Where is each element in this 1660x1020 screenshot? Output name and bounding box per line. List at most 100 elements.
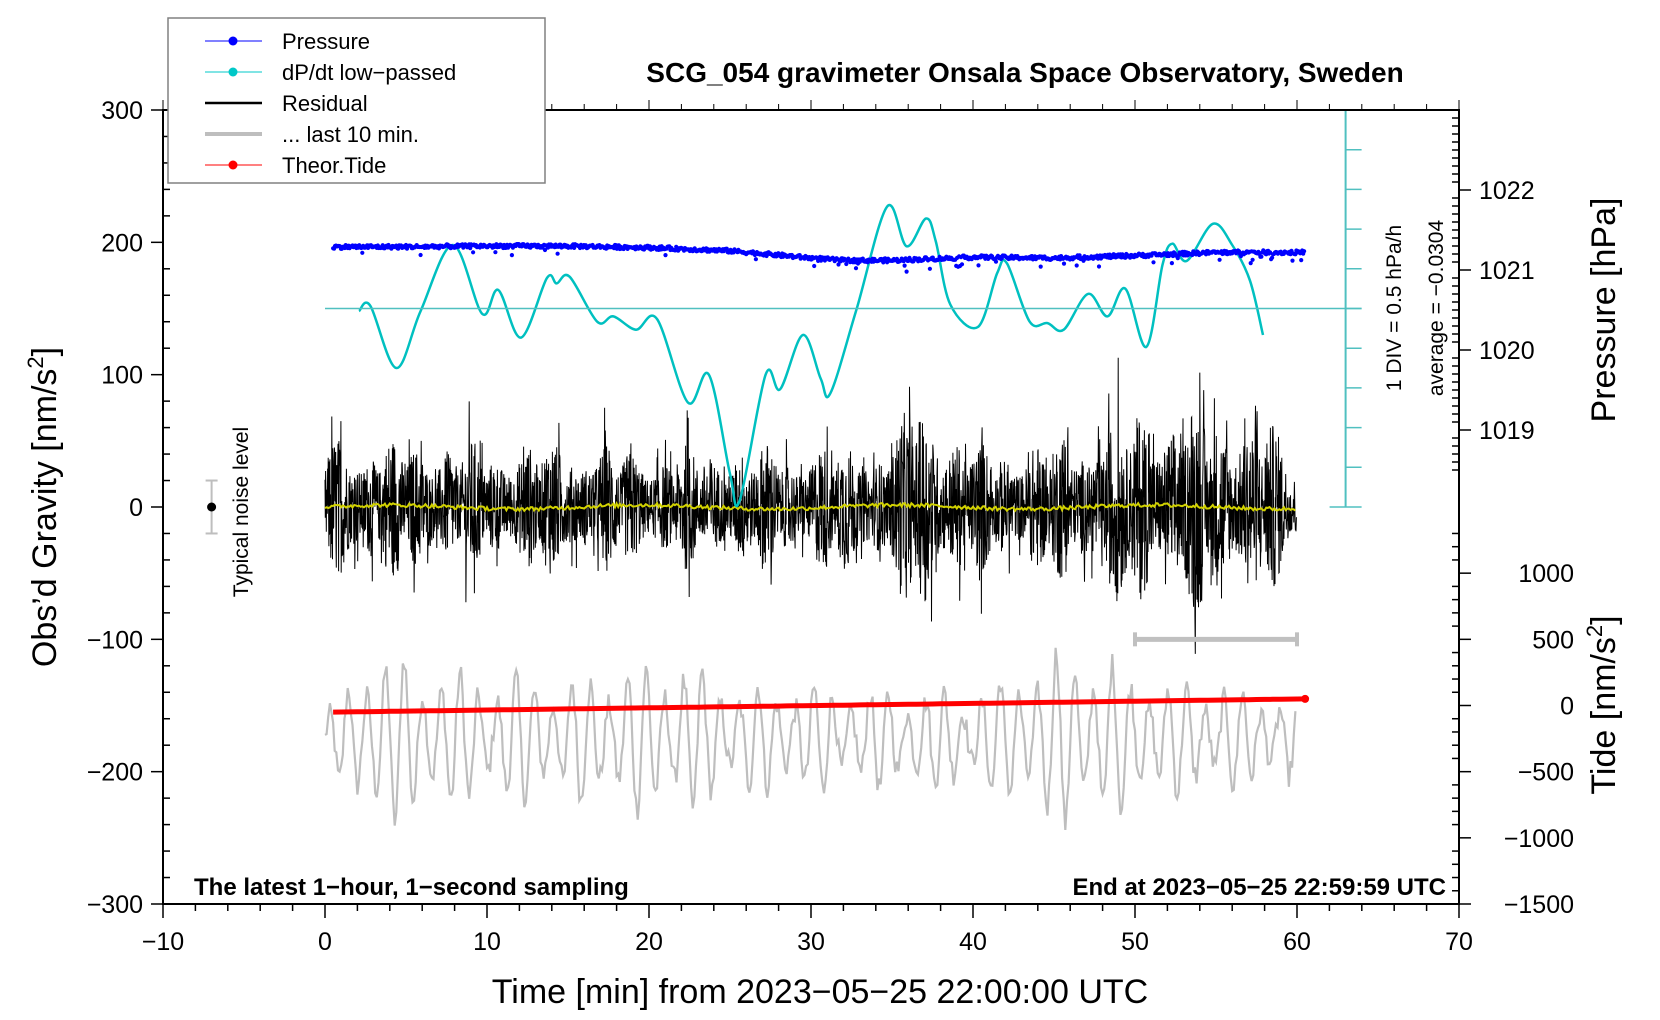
y-axis-right: 1022 1021 1020 1019 1000 500 0 −500 −1000 −1500	[1452, 117, 1574, 919]
tide-tick-label: −1000	[1504, 825, 1574, 853]
pressure-point	[471, 250, 476, 255]
x-tick-label: 60	[1283, 928, 1311, 956]
legend-label: Residual	[282, 91, 368, 116]
pressure-point	[1074, 263, 1079, 268]
noise-level-dot	[207, 502, 217, 512]
pressure-point	[1290, 258, 1295, 263]
x-tick-label: 0	[318, 928, 332, 956]
pressure-tick-label: 1021	[1479, 257, 1535, 285]
pressure-point	[555, 251, 560, 256]
y-axis-tide-title: Tide [nm/s2]	[1582, 615, 1623, 794]
legend-label: Pressure	[282, 29, 370, 54]
y-axis-left: 300 200 100 0 −100 −200 −300	[87, 97, 170, 919]
y-left-tick-label: 300	[101, 97, 143, 125]
x-tick-label: 10	[473, 928, 501, 956]
pressure-point	[1169, 261, 1174, 266]
pressure-point	[1217, 257, 1222, 262]
y-left-tick-label: −200	[87, 759, 143, 787]
pressure-point	[853, 266, 859, 271]
legend-item: Theor.Tide	[205, 153, 386, 178]
tide-line	[333, 696, 1306, 715]
dpdt-line	[358, 203, 1265, 508]
pressure-point	[902, 263, 907, 268]
legend-label: ... last 10 min.	[282, 122, 419, 147]
y-left-tick-label: −300	[87, 891, 143, 919]
tide-tick-label: 500	[1532, 626, 1574, 654]
legend-box	[167, 17, 546, 184]
x-tick-label: 40	[959, 928, 987, 956]
tide-end-point	[1301, 694, 1310, 703]
pressure-point	[976, 263, 981, 268]
pressure-point	[509, 253, 514, 258]
pressure-point	[959, 262, 965, 267]
dpdt-series	[358, 203, 1265, 508]
note-latest-hour: The latest 1−hour, 1−second sampling	[194, 874, 629, 901]
legend-label: dP/dt low−passed	[282, 60, 456, 85]
pressure-tick-label: 1022	[1479, 177, 1535, 205]
legend-swatch-dot	[228, 36, 238, 46]
tide-series	[333, 694, 1310, 715]
pressure-point	[844, 261, 849, 267]
pressure-point	[493, 250, 498, 255]
pressure-point	[1096, 264, 1102, 269]
pressure-point	[1175, 256, 1180, 261]
pressure-point	[1061, 261, 1067, 266]
legend-label: Theor.Tide	[282, 153, 386, 178]
pressure-point	[360, 250, 365, 255]
y-axis-pressure-title: Pressure [hPa]	[1585, 198, 1623, 423]
tide-tick-label: 0	[1560, 693, 1574, 721]
pressure-point	[836, 262, 841, 267]
residual-line	[324, 357, 1298, 654]
y-tide-title-text: Tide [nm/s2]	[1582, 615, 1623, 794]
last-10-min-series	[324, 647, 1297, 830]
pressure-point	[724, 246, 729, 251]
pressure-point	[753, 257, 759, 262]
x-tick-label: −10	[142, 928, 184, 956]
y-axis-left-title-text: Obs’d Gravity [nm/s2]	[23, 347, 64, 667]
dpdt-div-label: 1 DIV = 0.5 hPa/h	[1383, 225, 1406, 391]
y-pressure-title-text: Pressure [hPa]	[1585, 198, 1623, 423]
y-axis-left-title: Obs’d Gravity [nm/s2]	[23, 347, 64, 667]
residual-mean-line	[324, 501, 1296, 513]
pressure-point	[663, 253, 668, 258]
tide-tick-label: −500	[1518, 759, 1574, 787]
y-left-tick-label: 100	[101, 362, 143, 390]
legend-swatch-dot	[228, 160, 238, 170]
pressure-point	[1250, 257, 1255, 262]
y-left-tick-label: 200	[101, 229, 143, 257]
last-10-min-line	[324, 647, 1297, 830]
legend-item: dP/dt low−passed	[205, 60, 456, 85]
note-end-time: End at 2023−05−25 22:59:59 UTC	[1072, 874, 1446, 901]
dpdt-average-label: average = −0.0304	[1425, 220, 1448, 397]
y-left-tick-label: −100	[87, 626, 143, 654]
dpdt-div-text: 1 DIV = 0.5 hPa/h	[1383, 225, 1406, 391]
pressure-point	[1077, 253, 1082, 258]
pressure-point	[1299, 258, 1304, 263]
legend-item: Residual	[205, 91, 368, 116]
pressure-point	[1151, 260, 1156, 265]
x-tick-label: 30	[797, 928, 825, 956]
pressure-point	[1302, 249, 1307, 254]
dpdt-average-text: average = −0.0304	[1425, 220, 1448, 397]
pressure-point	[904, 269, 909, 274]
y-left-title-sup: 2	[23, 356, 48, 368]
tide-tick-label: −1500	[1504, 891, 1574, 919]
pressure-tick-label: 1019	[1479, 417, 1535, 445]
pressure-tick-label: 1020	[1479, 337, 1535, 365]
y-tide-title-main: Tide [nm/s	[1585, 637, 1623, 794]
x-tick-label: 70	[1445, 928, 1473, 956]
residual-series	[324, 357, 1298, 654]
pressure-point	[542, 247, 548, 253]
y-tide-title-sup: 2	[1582, 625, 1607, 637]
tide-tick-label: 1000	[1518, 560, 1574, 588]
x-tick-label: 20	[635, 928, 663, 956]
annotations	[205, 109, 1362, 647]
pressure-point	[1259, 254, 1264, 259]
pressure-series	[331, 242, 1307, 274]
chart-title: SCG_054 gravimeter Onsala Space Observat…	[646, 57, 1403, 88]
y-left-title-main: Obs’d Gravity [nm/s	[26, 369, 64, 668]
x-axis: −10 0 10 20 30 40 50 60 70	[142, 100, 1473, 956]
y-tide-title-tail: ]	[1585, 615, 1623, 624]
x-tick-label: 50	[1121, 928, 1149, 956]
noise-level-text: Typical noise level	[230, 427, 253, 597]
